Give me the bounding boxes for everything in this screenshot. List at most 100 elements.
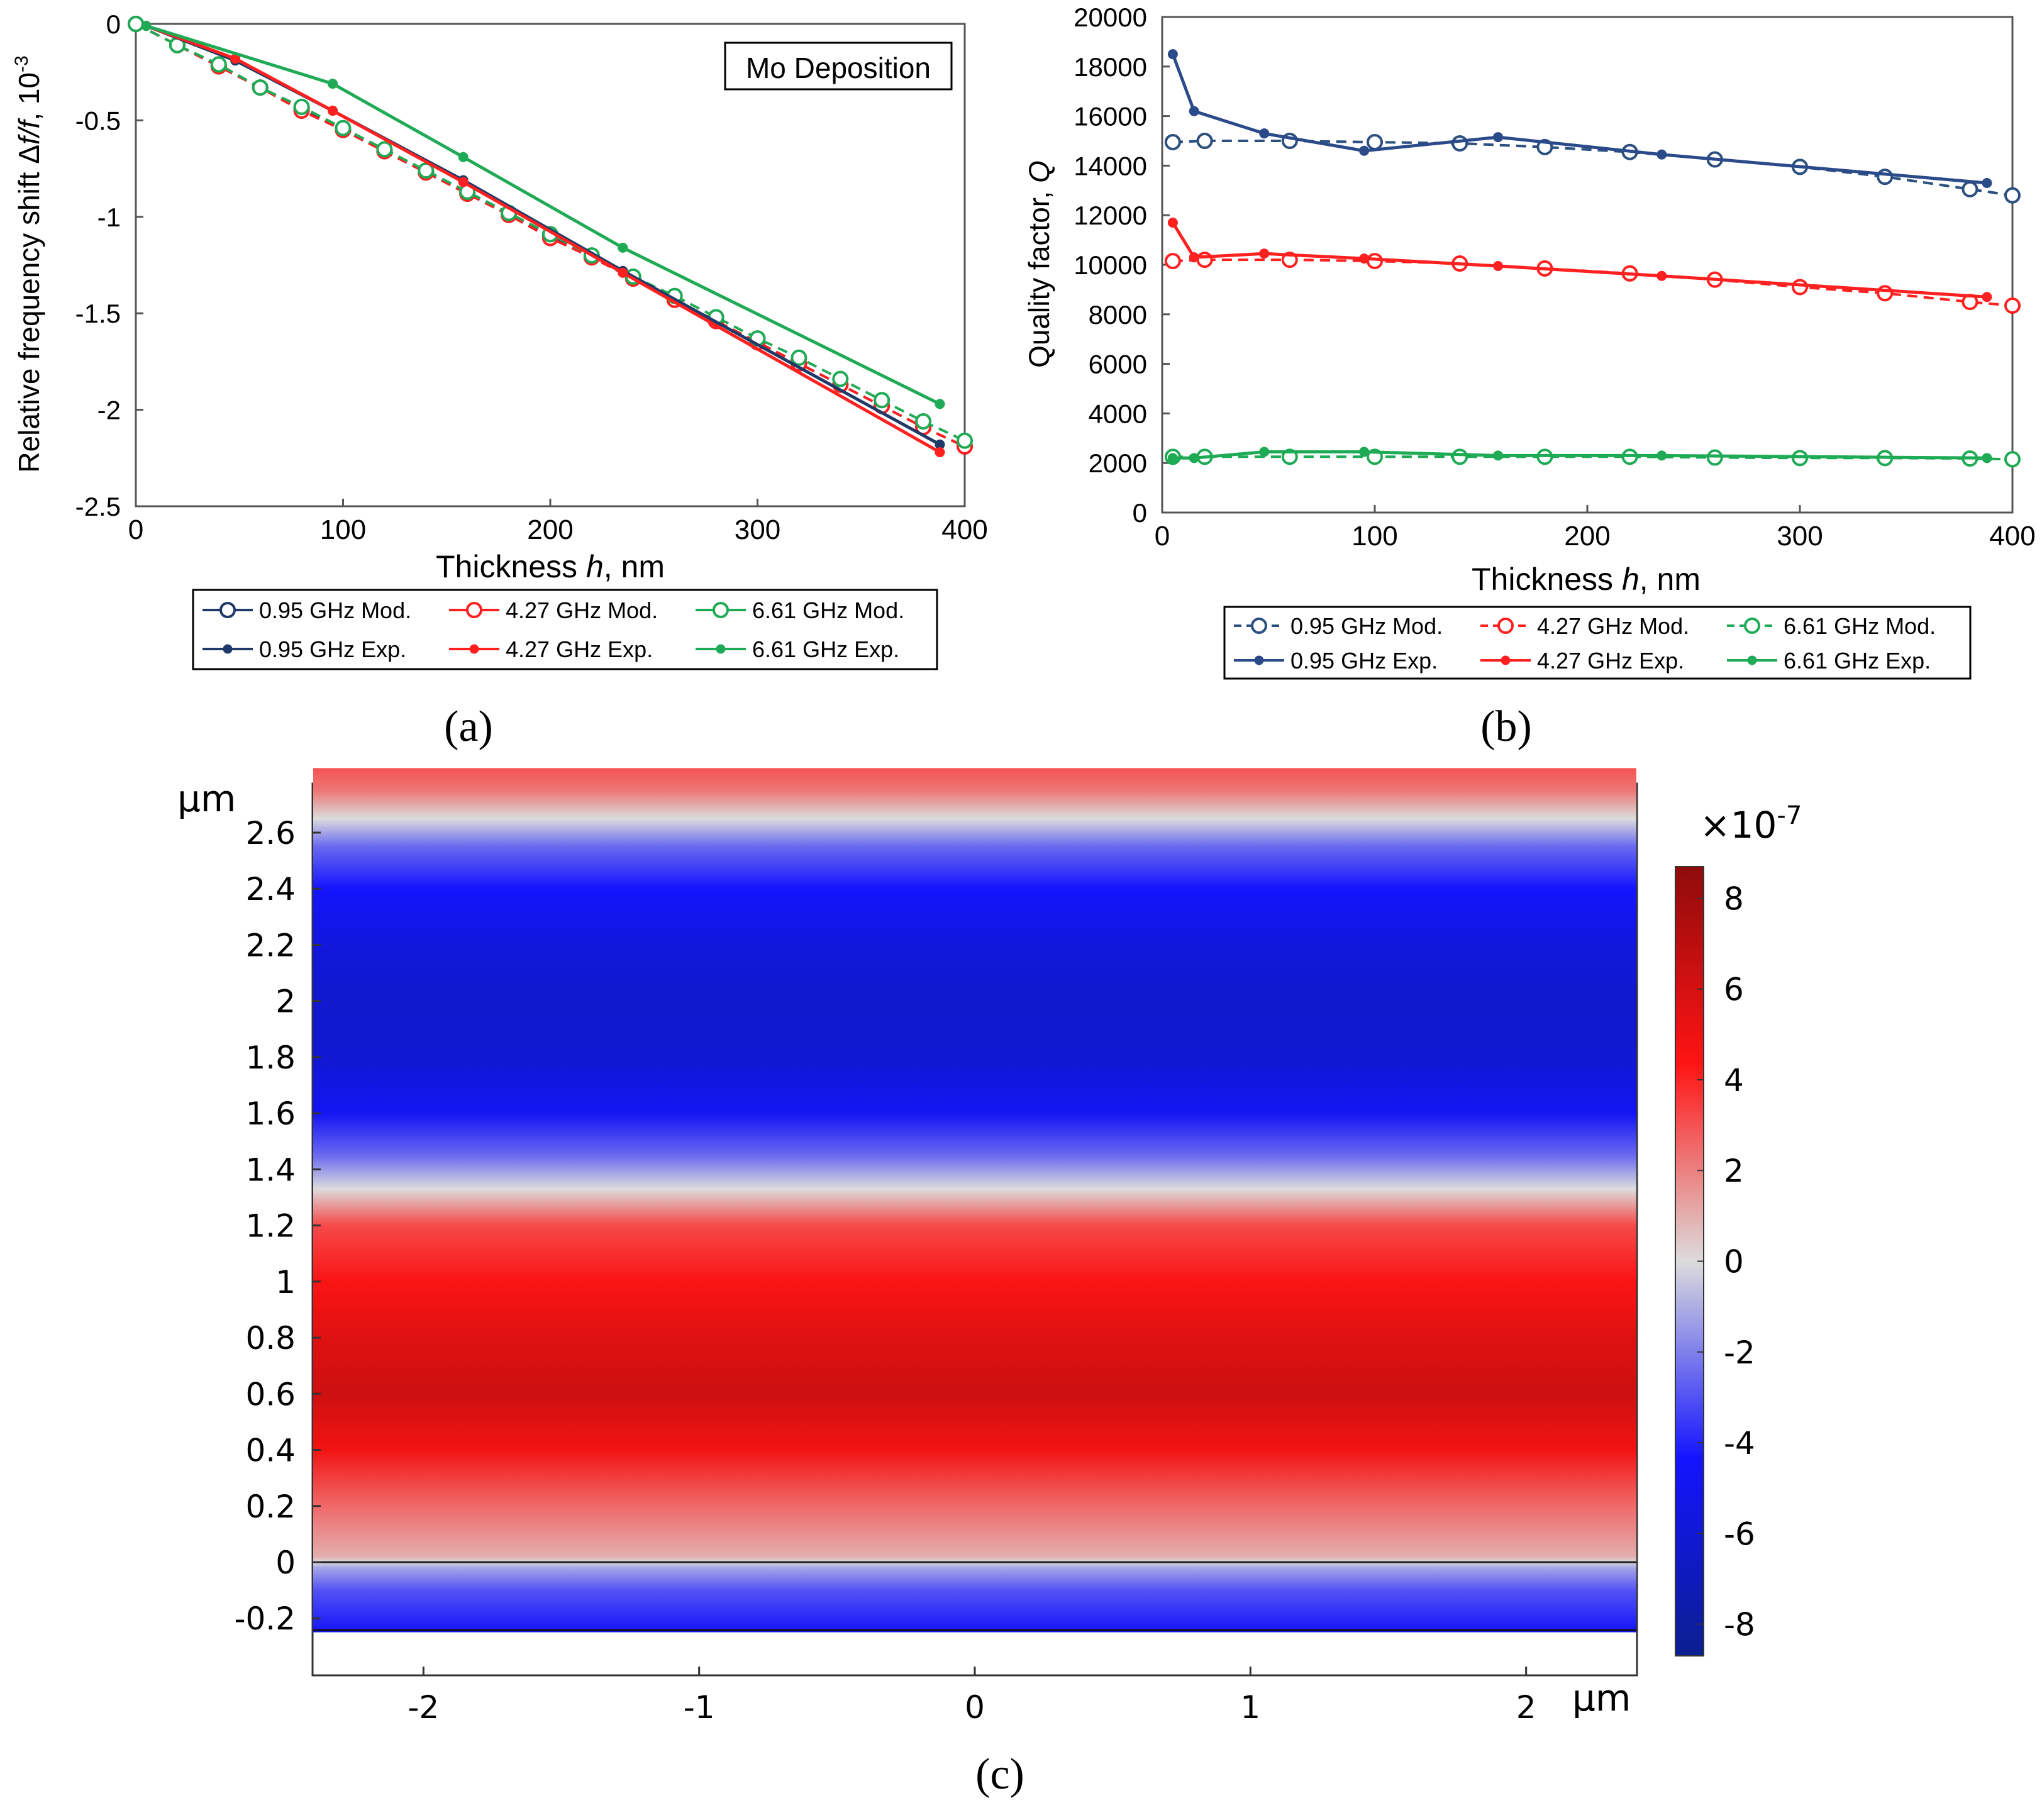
legend-label-0-95-ghz-mod: 0.95 GHz Mod. (1290, 613, 1443, 639)
series-line-4-27-ghz-exp (145, 24, 941, 454)
data-point-0-95-ghz-mod (2004, 187, 2021, 204)
legend-label-6-61-ghz-mod: 6.61 GHz Mod. (1784, 613, 1936, 639)
panel-c-xunit: μm (1572, 1677, 1631, 1719)
data-point-6-61-ghz-mod (210, 56, 227, 73)
data-point-6-61-ghz-exp (1167, 453, 1178, 463)
colorbar-tick-label: 6 (1724, 972, 1744, 1008)
panel-c-ticks: -0.2 0 0.2 0.4 0.6 0.8 1 1.2 1.4 1.6 1.8 2 2.2 2.4 2.6… (234, 815, 1536, 1726)
panel-a-ylabel: Relative frequency shift Δf/f, 10-3 (11, 55, 45, 472)
y-tick-label: 2.4 (245, 871, 296, 907)
data-point-6-61-ghz-mod (2004, 451, 2021, 468)
data-point-6-61-ghz-exp (935, 399, 945, 409)
panel-b-ylabel: Quality factor, Q (1023, 160, 1055, 368)
y-tick-label: 1.2 (245, 1208, 296, 1245)
data-point-0-95-ghz-exp (1167, 49, 1178, 60)
legend-label-4-27-ghz-mod: 4.27 GHz Mod. (1537, 613, 1689, 639)
legend-label-0-95-ghz-mod: 0.95 GHz Mod. (259, 597, 411, 623)
y-tick-label: 18000 (1074, 52, 1147, 82)
x-tick-label: 0 (1155, 521, 1170, 552)
x-tick-label: 400 (941, 514, 987, 545)
y-tick-label: 1.8 (245, 1040, 296, 1076)
colorbar-tick-label: -8 (1724, 1607, 1755, 1643)
y-tick-label: 12000 (1074, 201, 1147, 230)
x-tick-label: 100 (320, 514, 366, 545)
data-point-4-27-ghz-exp (1259, 248, 1270, 259)
panel-c-label: (c) (975, 1750, 1024, 1799)
panel-a-legend-entries: 0.95 GHz Mod. 4.27 GHz Mod. 6.61 GHz Mod. 0… (203, 597, 904, 662)
legend-label-6-61-ghz-mod: 6.61 GHz Mod. (752, 597, 904, 623)
legend-label-0-95-ghz-exp: 0.95 GHz Exp. (259, 636, 406, 662)
data-point-0-95-ghz-mod (1164, 133, 1181, 150)
y-tick-label: 1.4 (245, 1151, 296, 1188)
y-tick-label: -2.5 (75, 492, 121, 521)
panel-b-label: (b) (1480, 702, 1532, 751)
data-point-6-61-ghz-mod (1451, 448, 1468, 465)
data-point-6-61-ghz-mod (957, 432, 973, 449)
data-point-0-95-ghz-exp (1359, 145, 1370, 156)
y-tick-label: 0.8 (245, 1320, 296, 1357)
y-tick-label: 0.6 (245, 1376, 296, 1412)
legend-label-4-27-ghz-exp: 4.27 GHz Exp. (1537, 648, 1684, 674)
legend-marker-6-61-ghz-exp (716, 644, 726, 654)
colorbar-tick-label: 0 (1724, 1244, 1744, 1280)
y-tick-label: 2.2 (245, 927, 296, 963)
data-point-6-61-ghz-exp (1359, 447, 1370, 457)
panel-a-label: (a) (444, 702, 493, 751)
data-point-6-61-ghz-exp (1259, 447, 1270, 457)
data-point-6-61-ghz-mod (293, 98, 310, 115)
panel-a-chart: 0 100 200 300 400 0 -0.5 -1 -1.5 -2 -2.5 Mo Deposi… (11, 9, 988, 751)
data-point-6-61-ghz-mod (418, 162, 435, 179)
legend-marker-6-61-ghz-mod (1744, 618, 1760, 634)
y-tick-label: 1 (275, 1264, 296, 1301)
data-point-6-61-ghz-mod (376, 141, 393, 158)
series-line-0-95-ghz-exp (1171, 53, 1987, 185)
x-tick-label: -2 (408, 1689, 439, 1726)
panel-b-chart: 0 100 200 300 400020004000600080001000012000… (1023, 3, 2036, 751)
panel-a-legend (192, 589, 938, 670)
data-point-4-27-ghz-exp (935, 447, 945, 458)
y-tick-label: -1.5 (75, 299, 121, 328)
y-tick-label: 8000 (1089, 300, 1147, 330)
data-point-6-61-ghz-exp (458, 152, 469, 162)
data-point-6-61-ghz-exp (618, 242, 628, 253)
x-tick-label: 0 (128, 514, 143, 545)
y-tick-label: 2000 (1089, 448, 1147, 478)
legend-label-6-61-ghz-exp: 6.61 GHz Exp. (1784, 648, 1931, 674)
colorbar-tick-label: -2 (1724, 1334, 1755, 1371)
legend-marker-6-61-ghz-mod (713, 602, 729, 618)
colorbar-tick-label: 4 (1724, 1062, 1744, 1099)
data-point-6-61-ghz-mod (252, 79, 269, 96)
legend-marker-0-95-ghz-mod (1251, 618, 1267, 634)
legend-marker-0-95-ghz-exp (223, 644, 233, 654)
y-tick-label: 0 (275, 1545, 296, 1581)
legend-marker-0-95-ghz-exp (1254, 655, 1264, 665)
data-point-6-61-ghz-exp (1493, 450, 1504, 461)
data-point-6-61-ghz-mod (335, 119, 352, 136)
legend-label-0-95-ghz-exp: 0.95 GHz Exp. (1290, 648, 1438, 674)
data-point-6-61-ghz-exp (1656, 450, 1667, 461)
data-point-4-27-ghz-mod (1792, 279, 1808, 296)
panel-c-yunit: μm (177, 777, 236, 820)
colorbar-ticks: 8 6 4 2 0 -2 -4 -6 -8 (1697, 880, 1755, 1643)
panel-c-heatmap: -0.2 0 0.2 0.4 0.6 0.8 1 1.2 1.4 1.6 1.8 2 2.2 2.4 2.6… (177, 768, 1802, 1799)
colorbar-tick-label: 8 (1724, 880, 1744, 917)
panel-a-ticks: 0 100 200 300 400 0 -0.5 -1 -1.5 -2 -2.5 (75, 9, 988, 545)
y-tick-label: 4000 (1089, 399, 1147, 428)
y-tick-label: 1.6 (245, 1096, 296, 1132)
y-tick-label: 0 (106, 9, 121, 39)
y-tick-label: 14000 (1074, 151, 1147, 180)
data-point-0-95-ghz-mod (1877, 169, 1894, 186)
legend-label-4-27-ghz-exp: 4.27 GHz Exp. (506, 636, 653, 662)
data-point-4-27-ghz-exp (1493, 260, 1504, 271)
y-tick-label: 0.2 (245, 1489, 296, 1525)
panel-b-legend-entries: 0.95 GHz Mod. 4.27 GHz Mod. 6.61 GHz Mod. 0… (1234, 613, 1936, 674)
data-point-4-27-ghz-exp (458, 177, 469, 187)
data-point-6-61-ghz-mod (832, 370, 849, 387)
panel-b-xlabel: Thickness h, nm (1472, 562, 1701, 597)
data-point-0-95-ghz-exp (1189, 106, 1199, 116)
colorbar-tick-label: 2 (1724, 1153, 1744, 1189)
panel-a-series (128, 16, 973, 458)
panel-b-series (1164, 49, 2021, 468)
legend-label-6-61-ghz-exp: 6.61 GHz Exp. (752, 636, 899, 662)
